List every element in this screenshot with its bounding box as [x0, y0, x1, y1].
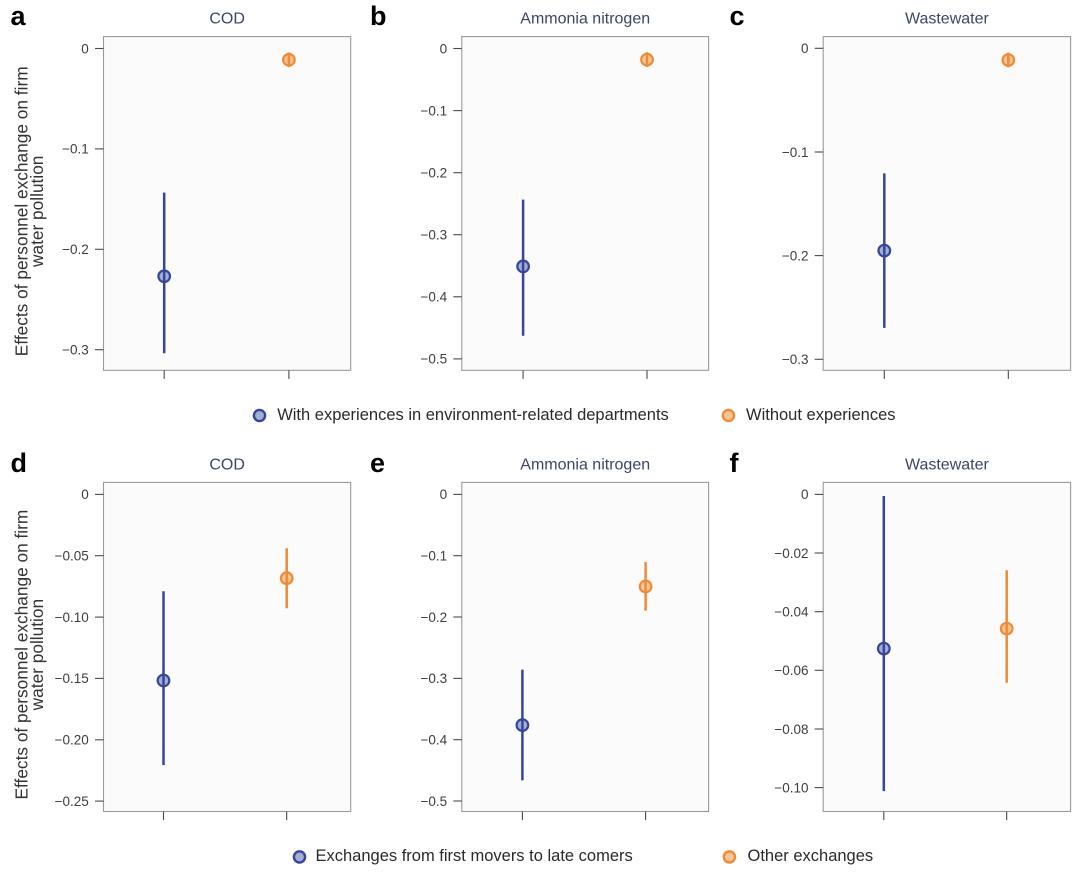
svg-text:−0.05: −0.05: [55, 549, 89, 564]
svg-text:−0.5: −0.5: [420, 352, 447, 367]
svg-text:−0.2: −0.2: [782, 248, 809, 263]
svg-text:−0.1: −0.1: [420, 103, 447, 118]
svg-text:Ammonia nitrogen: Ammonia nitrogen: [520, 457, 650, 474]
svg-text:c: c: [730, 1, 745, 31]
svg-text:Effects of personnel exchange: Effects of personnel exchange on firm: [12, 66, 32, 356]
svg-text:0: 0: [81, 41, 89, 56]
svg-text:−0.4: −0.4: [420, 733, 447, 748]
svg-text:−0.06: −0.06: [774, 663, 808, 678]
svg-text:−0.1: −0.1: [782, 145, 809, 160]
svg-text:Without experiences: Without experiences: [746, 406, 896, 424]
svg-text:With experiences in environmen: With experiences in environment-related …: [277, 406, 669, 424]
svg-text:−0.25: −0.25: [55, 794, 89, 809]
svg-text:−0.1: −0.1: [62, 142, 89, 157]
svg-text:b: b: [370, 1, 387, 31]
svg-text:a: a: [11, 1, 27, 31]
svg-text:−0.2: −0.2: [420, 610, 447, 625]
svg-text:−0.02: −0.02: [774, 546, 808, 561]
svg-text:0: 0: [440, 41, 448, 56]
svg-text:d: d: [11, 448, 28, 478]
svg-text:−0.10: −0.10: [55, 610, 89, 625]
svg-text:0: 0: [801, 487, 809, 502]
svg-text:−0.3: −0.3: [62, 343, 89, 358]
svg-text:−0.3: −0.3: [420, 228, 447, 243]
svg-text:Other exchanges: Other exchanges: [748, 847, 874, 865]
svg-text:−0.3: −0.3: [782, 352, 809, 367]
svg-text:−0.08: −0.08: [774, 722, 808, 737]
svg-text:0: 0: [81, 487, 89, 502]
svg-text:Effects of personnel exchange: Effects of personnel exchange on firm: [12, 510, 32, 800]
svg-text:−0.2: −0.2: [62, 242, 89, 257]
svg-text:Exchanges from first movers to: Exchanges from first movers to late come…: [316, 847, 633, 865]
svg-text:Ammonia nitrogen: Ammonia nitrogen: [520, 11, 650, 28]
svg-text:−0.2: −0.2: [420, 166, 447, 181]
svg-text:water pollution: water pollution: [27, 599, 47, 711]
svg-text:water pollution: water pollution: [27, 156, 47, 268]
svg-text:−0.20: −0.20: [55, 733, 89, 748]
svg-text:0: 0: [801, 41, 809, 56]
svg-text:0: 0: [440, 487, 448, 502]
svg-text:−0.04: −0.04: [774, 605, 809, 620]
svg-text:−0.1: −0.1: [420, 549, 447, 564]
svg-text:−0.15: −0.15: [55, 671, 89, 686]
svg-text:Wastewater: Wastewater: [905, 457, 990, 474]
svg-text:COD: COD: [209, 457, 245, 474]
svg-text:−0.4: −0.4: [420, 290, 447, 305]
svg-text:COD: COD: [209, 11, 245, 28]
svg-text:−0.5: −0.5: [420, 794, 447, 809]
svg-text:e: e: [370, 448, 385, 478]
svg-text:Wastewater: Wastewater: [905, 11, 990, 28]
svg-text:−0.3: −0.3: [420, 671, 447, 686]
svg-text:−0.10: −0.10: [774, 780, 808, 795]
svg-text:f: f: [730, 448, 740, 478]
